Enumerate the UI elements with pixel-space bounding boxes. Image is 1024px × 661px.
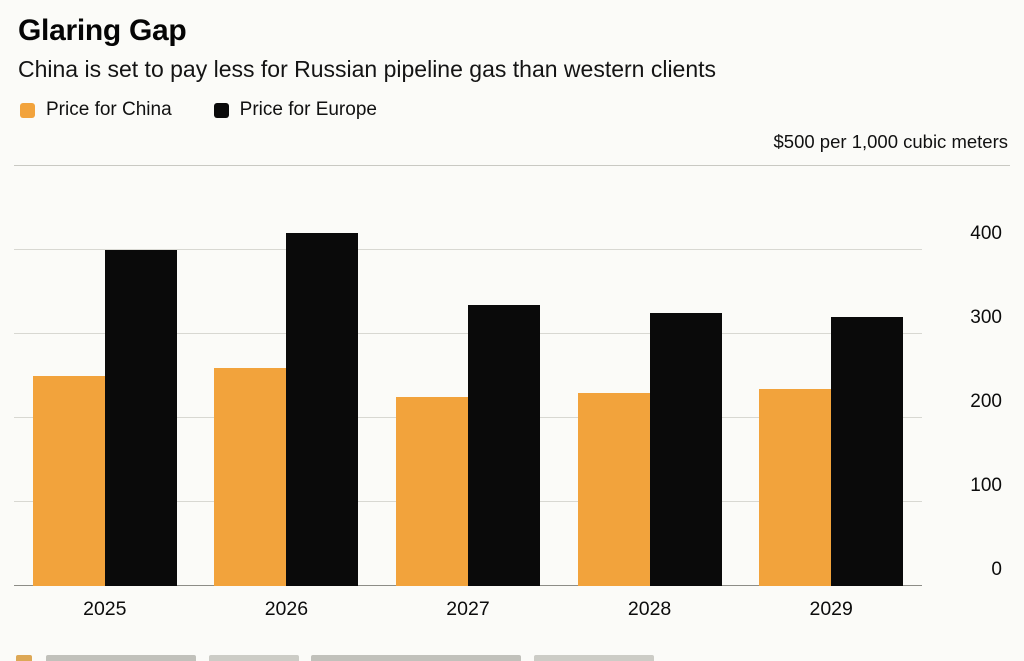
legend-swatch-icon	[20, 102, 35, 118]
axis-unit-note-text: $500 per 1,000 cubic meters	[773, 131, 1008, 152]
cut-off-source-line	[16, 655, 904, 661]
bar-price-for-europe-2025	[104, 250, 177, 586]
x-tick-label: 2025	[83, 598, 127, 620]
bar-group-2026	[196, 166, 378, 586]
bar-price-for-europe-2027	[467, 304, 540, 586]
x-tick-label: 2027	[446, 598, 490, 620]
x-tick-label: 2029	[809, 598, 853, 620]
y-tick-label: 300	[970, 307, 1002, 328]
bar-chart: 0 100 200 300 400	[14, 165, 1010, 586]
y-tick-label: 400	[970, 223, 1002, 244]
legend: Price for China Price for Europe	[20, 99, 1010, 121]
y-tick-label: 100	[970, 475, 1002, 496]
x-tick-label: 2028	[627, 598, 672, 620]
x-axis-labels: 2025 2026 2027 2028 2029	[14, 586, 922, 621]
y-axis-labels: 0 100 200 300 400	[928, 166, 1010, 586]
axis-unit-note: $500 per 1,000 cubic meters	[14, 131, 1008, 153]
bar-price-for-china-2027	[395, 397, 468, 586]
bar-group-2025	[14, 166, 196, 586]
bar-price-for-china-2025	[32, 376, 105, 586]
bar-price-for-europe-2026	[286, 233, 359, 586]
legend-swatch-icon	[213, 102, 229, 118]
y-tick-label: 0	[991, 559, 1002, 580]
bar-group-2027	[377, 166, 559, 586]
bar-price-for-china-2026	[214, 367, 287, 586]
gridline-400	[14, 249, 922, 250]
y-tick-label: 200	[970, 391, 1002, 412]
legend-item: Price for Europe	[213, 99, 377, 121]
legend-label: Price for China	[46, 99, 172, 120]
plot-area	[14, 166, 922, 586]
chart-subtitle: China is set to pay less for Russian pip…	[18, 56, 717, 82]
bar-price-for-europe-2028	[649, 313, 722, 586]
legend-item: Price for China	[20, 99, 172, 121]
bar-price-for-china-2029	[759, 388, 832, 586]
bar-group-2029	[740, 166, 922, 586]
bar-group-2028	[559, 166, 741, 586]
bar-groups	[14, 166, 922, 586]
legend-label: Price for Europe	[239, 99, 377, 120]
x-tick-label: 2026	[264, 598, 309, 620]
bar-price-for-china-2028	[577, 392, 650, 586]
chart-title: Glaring Gap	[18, 14, 187, 47]
bar-price-for-europe-2029	[831, 317, 904, 586]
